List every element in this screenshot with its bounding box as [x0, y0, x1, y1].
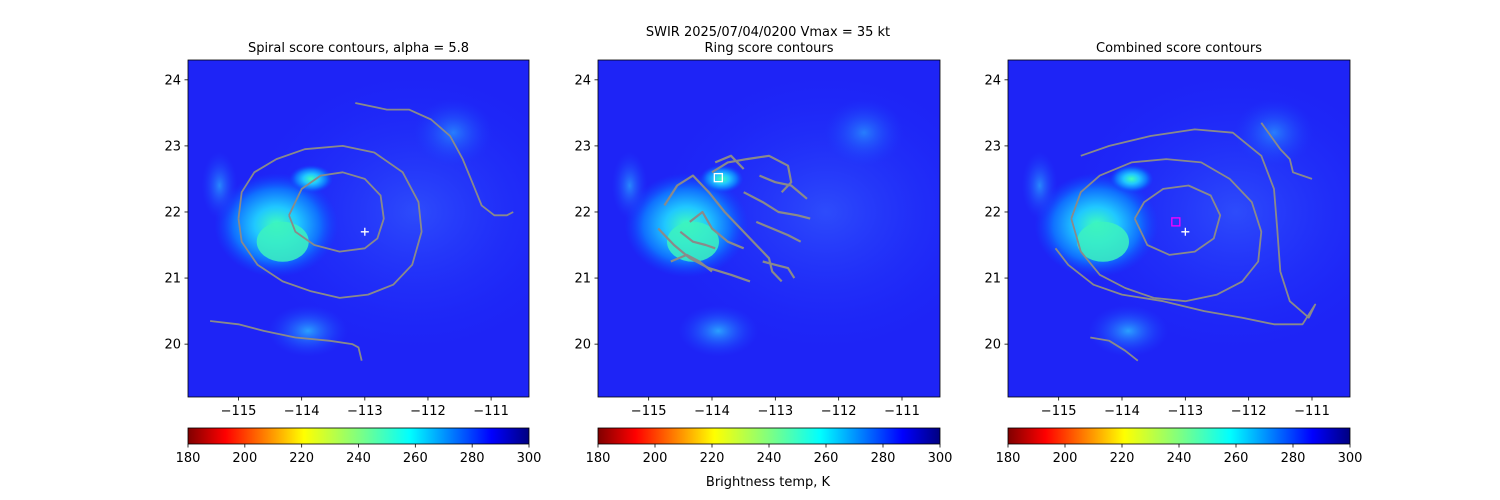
contour-line: [237, 145, 423, 299]
contour-line: [762, 260, 796, 279]
contour-line: [1054, 128, 1317, 326]
contour-line: [755, 220, 802, 243]
colorbar-tick-label: 220: [289, 451, 314, 466]
center-plus-marker: [360, 227, 369, 236]
panel-title: Spiral score contours, alpha = 5.8: [248, 41, 469, 56]
contour-line: [209, 320, 363, 361]
contour-line: [1260, 122, 1313, 180]
contour-line: [355, 102, 514, 217]
colorbar-tick-label: 180: [586, 451, 611, 466]
colorbar: 180 200 220 240 260 280 300: [176, 427, 542, 466]
colorbar-tick-label: 240: [1167, 451, 1192, 466]
colorbar: 180 200 220 240 260 280 300: [586, 427, 953, 466]
contours: [657, 154, 811, 283]
colorbar-tick-label: 300: [517, 451, 542, 466]
center-square-marker: [1171, 217, 1181, 227]
x-tick-label: −112: [410, 404, 446, 419]
satellite-image: [188, 60, 529, 397]
x-tick-label: −113: [347, 404, 383, 419]
x-tick-label: −115: [631, 404, 667, 419]
colorbar-tick-label: 240: [757, 451, 782, 466]
contour-line: [689, 210, 745, 250]
colorbar-tick-label: 180: [176, 451, 201, 466]
contour-line: [759, 174, 808, 200]
colorbar-tick-label: 300: [928, 451, 953, 466]
x-tick-label: −114: [284, 404, 320, 419]
y-tick-label: 23: [164, 139, 181, 154]
x-tick-label: −113: [1167, 404, 1203, 419]
contour-line: [663, 174, 783, 283]
satellite-image: [598, 60, 940, 397]
colorbar: 180 200 220 240 260 280 300: [996, 427, 1363, 466]
x-tick-label: −112: [1231, 404, 1267, 419]
colorbar-tick-label: 260: [1224, 451, 1249, 466]
colorbar-tick-label: 200: [232, 451, 257, 466]
colorbar-tick-label: 280: [871, 451, 896, 466]
y-tick-label: 24: [164, 73, 181, 88]
colorbar-tick-label: 180: [996, 451, 1021, 466]
colorbar-tick-label: 200: [1053, 451, 1078, 466]
contour-line: [288, 171, 385, 253]
y-tick-label: 23: [574, 139, 591, 154]
x-tick-label: −115: [1041, 404, 1077, 419]
contour-line: [1133, 184, 1222, 256]
x-tick-label: −111: [884, 404, 920, 419]
colorbar-tick-label: 200: [643, 451, 668, 466]
contour-line: [657, 227, 751, 283]
plot-frame: [1007, 59, 1351, 398]
colorbar-tick-label: 260: [403, 451, 428, 466]
panel-3: Combined score contours −115 −114 −113 −112 −…: [984, 41, 1363, 466]
panel-title: Combined score contours: [1096, 41, 1262, 56]
x-tick-label: −114: [694, 404, 730, 419]
contour-line: [1070, 158, 1263, 303]
y-tick-label: 22: [164, 205, 181, 220]
colorbar-tick-label: 280: [460, 451, 485, 466]
panel-1: Spiral score contours, alpha = 5.8 −115 −1…: [164, 41, 542, 466]
center-square-marker: [713, 172, 723, 183]
colorbar-label: Brightness temp, K: [706, 475, 831, 490]
x-tick-label: −111: [1294, 404, 1330, 419]
colorbar-tick-label: 260: [814, 451, 839, 466]
y-tick-label: 21: [164, 272, 181, 287]
x-tick-label: −111: [473, 404, 509, 419]
colorbar-gradient: [1007, 427, 1351, 445]
center-plus-marker: [1181, 227, 1190, 236]
y-tick-label: 22: [984, 205, 1001, 220]
y-tick-label: 23: [984, 139, 1001, 154]
contour-line: [679, 230, 716, 250]
plot-frame: [187, 59, 530, 398]
colorbar-tick-label: 300: [1338, 451, 1363, 466]
contour-line: [743, 191, 811, 220]
contour-line: [711, 154, 793, 193]
x-tick-label: −114: [1104, 404, 1140, 419]
contour-line: [714, 154, 745, 170]
x-tick-label: −113: [757, 404, 793, 419]
contours: [1054, 122, 1317, 362]
y-tick-label: 20: [574, 338, 591, 353]
suptitle: SWIR 2025/07/04/0200 Vmax = 35 kt: [646, 25, 890, 40]
colorbar-tick-label: 220: [1110, 451, 1135, 466]
y-tick-label: 20: [984, 338, 1001, 353]
colorbar-tick-label: 220: [700, 451, 725, 466]
colorbar-gradient: [597, 427, 941, 445]
colorbar-tick-label: 240: [346, 451, 371, 466]
y-tick-label: 24: [574, 73, 591, 88]
x-tick-label: −112: [821, 404, 857, 419]
y-tick-label: 24: [984, 73, 1001, 88]
y-tick-label: 21: [984, 272, 1001, 287]
contour-line: [1090, 336, 1139, 362]
panel-2: Ring score contours −115 −114 −113 −112 −111 2…: [574, 41, 953, 466]
colorbar-tick-label: 280: [1281, 451, 1306, 466]
x-tick-label: −115: [221, 404, 257, 419]
y-tick-label: 21: [574, 272, 591, 287]
y-tick-label: 22: [574, 205, 591, 220]
y-tick-label: 20: [164, 338, 181, 353]
contours: [209, 102, 514, 361]
plot-frame: [597, 59, 941, 398]
colorbar-gradient: [187, 427, 530, 445]
satellite-image: [1008, 60, 1350, 397]
contour-line: [670, 253, 713, 273]
panel-title: Ring score contours: [704, 41, 833, 56]
